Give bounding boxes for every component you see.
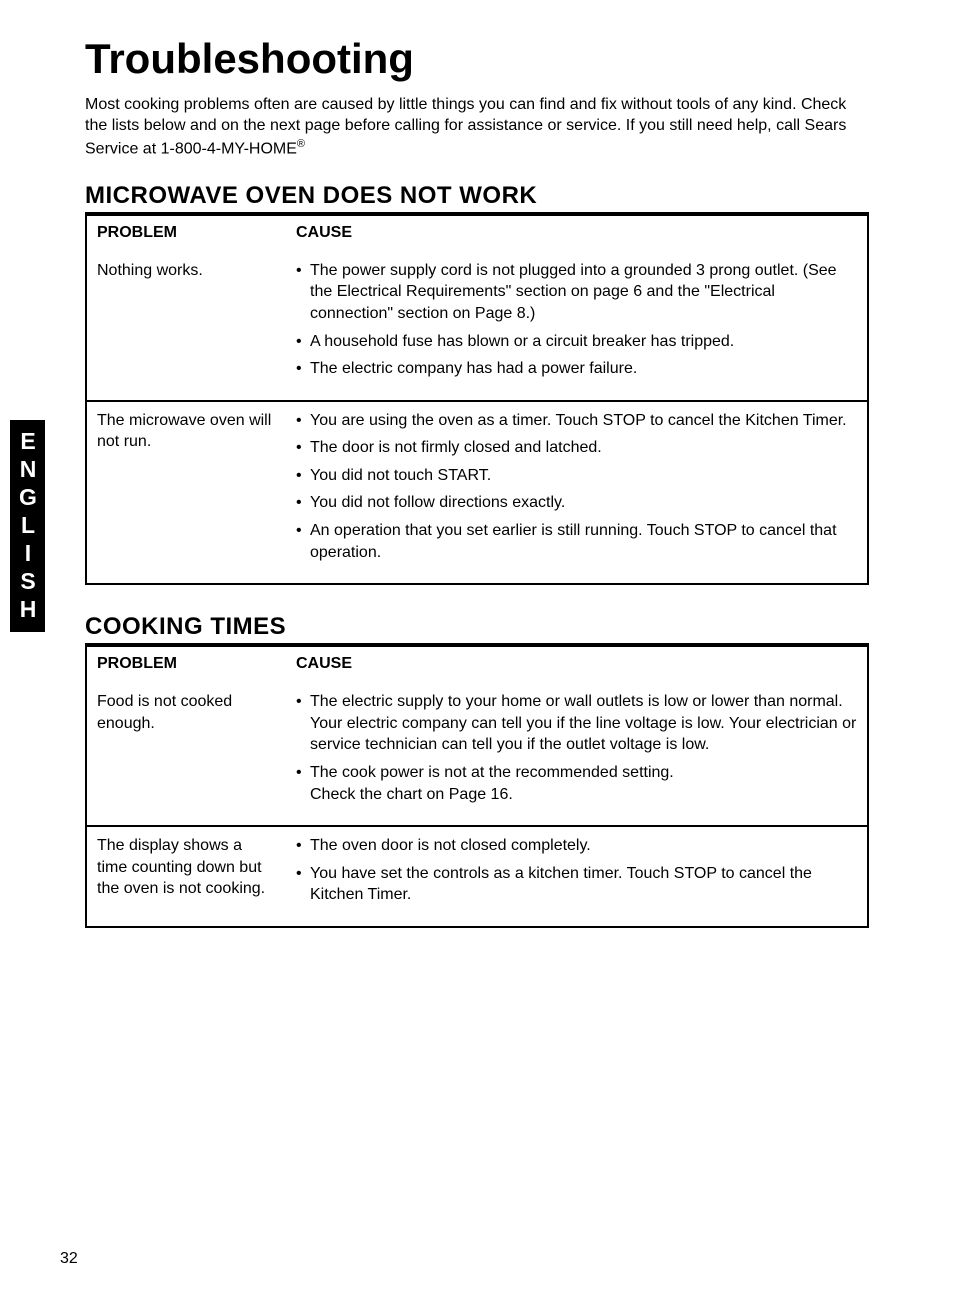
troubleshooting-table: PROBLEM CAUSE Nothing works. The power s… xyxy=(85,214,869,586)
table-row: The display shows a time counting down b… xyxy=(86,826,868,927)
cause-cell: You are using the oven as a timer. Touch… xyxy=(286,401,868,585)
cause-item: A household fuse has blown or a circuit … xyxy=(296,331,857,353)
table-row: Nothing works. The power supply cord is … xyxy=(86,252,868,401)
column-header-problem: PROBLEM xyxy=(86,215,286,252)
table-header-row: PROBLEM CAUSE xyxy=(86,215,868,252)
troubleshooting-table: PROBLEM CAUSE Food is not cooked enough.… xyxy=(85,645,869,928)
cause-item: You did not follow directions exactly. xyxy=(296,492,857,514)
column-header-problem: PROBLEM xyxy=(86,646,286,683)
page-number: 32 xyxy=(60,1250,78,1268)
cause-cell: The power supply cord is not plugged int… xyxy=(286,252,868,401)
cause-item: The electric company has had a power fai… xyxy=(296,358,857,380)
intro-paragraph: Most cooking problems often are caused b… xyxy=(85,95,869,160)
cause-cell: The oven door is not closed completely. … xyxy=(286,826,868,927)
cause-item: You are using the oven as a timer. Touch… xyxy=(296,410,857,432)
section-heading: COOKING TIMES xyxy=(85,613,869,645)
cause-item: You have set the controls as a kitchen t… xyxy=(296,863,857,906)
problem-cell: Nothing works. xyxy=(86,252,286,401)
cause-item: The oven door is not closed completely. xyxy=(296,835,857,857)
page-title: Troubleshooting xyxy=(85,35,869,83)
column-header-cause: CAUSE xyxy=(286,215,868,252)
table-row: The microwave oven will not run. You are… xyxy=(86,401,868,585)
cause-item: You did not touch START. xyxy=(296,465,857,487)
section-heading: MICROWAVE OVEN DOES NOT WORK xyxy=(85,182,869,214)
table-row: Food is not cooked enough. The electric … xyxy=(86,683,868,826)
cause-item: The cook power is not at the recommended… xyxy=(296,762,857,805)
cause-item: The electric supply to your home or wall… xyxy=(296,691,857,756)
problem-cell: The display shows a time counting down b… xyxy=(86,826,286,927)
cause-item: An operation that you set earlier is sti… xyxy=(296,520,857,563)
column-header-cause: CAUSE xyxy=(286,646,868,683)
intro-text: Most cooking problems often are caused b… xyxy=(85,96,846,157)
problem-cell: The microwave oven will not run. xyxy=(86,401,286,585)
cause-cell: The electric supply to your home or wall… xyxy=(286,683,868,826)
cause-item: The door is not firmly closed and latche… xyxy=(296,437,857,459)
table-header-row: PROBLEM CAUSE xyxy=(86,646,868,683)
cause-item: The power supply cord is not plugged int… xyxy=(296,260,857,325)
page: ENGLISH Troubleshooting Most cooking pro… xyxy=(0,0,954,1308)
problem-cell: Food is not cooked enough. xyxy=(86,683,286,826)
language-tab: ENGLISH xyxy=(10,420,45,632)
trademark-symbol: ® xyxy=(297,138,305,150)
